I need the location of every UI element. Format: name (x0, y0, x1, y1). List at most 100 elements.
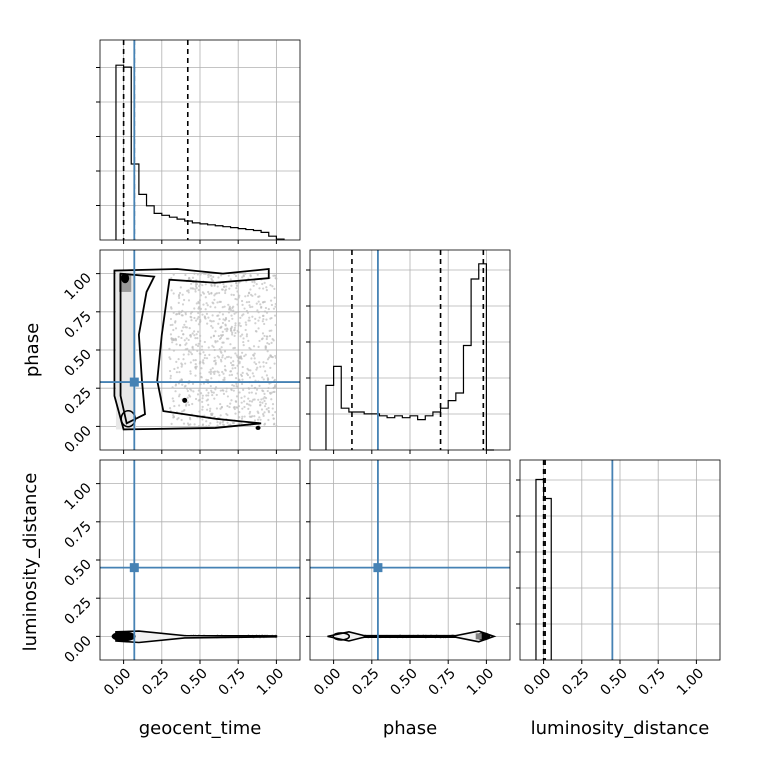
scatter-point (213, 348, 216, 352)
scatter-point (258, 287, 261, 290)
scatter-point (199, 294, 203, 297)
scatter-point (244, 353, 247, 356)
scatter-point (172, 328, 175, 332)
scatter-point (249, 415, 253, 418)
scatter-point (244, 328, 247, 332)
scatter-point (207, 290, 210, 294)
scatter-point (185, 403, 188, 406)
ytick-label-luminosity_distance-0: 0.00 (61, 633, 94, 666)
scatter-point (229, 308, 233, 312)
scatter-point (241, 351, 244, 354)
scatter-point (182, 422, 186, 425)
scatter-point (211, 393, 214, 397)
scatter-point (230, 293, 233, 296)
scatter-point (231, 333, 234, 336)
scatter-point (187, 350, 191, 353)
contour-outer (327, 630, 497, 643)
scatter-point (191, 345, 194, 348)
scatter-point (171, 341, 174, 344)
scatter-point (207, 391, 210, 394)
scatter-point (192, 359, 195, 362)
scatter-point (254, 392, 258, 395)
scatter-point (271, 407, 274, 410)
scatter-point (229, 343, 232, 346)
scatter-point (271, 403, 275, 406)
scatter-point (201, 405, 204, 408)
scatter-point (258, 361, 261, 364)
scatter-point (263, 392, 266, 395)
scatter-point (228, 305, 231, 308)
scatter-point (189, 361, 192, 364)
scatter-point (248, 412, 251, 415)
scatter-point (189, 287, 192, 290)
scatter-point (261, 376, 264, 379)
scatter-point (250, 391, 253, 394)
scatter-point (257, 319, 260, 322)
scatter-point (249, 404, 252, 407)
scatter-point (202, 303, 205, 306)
scatter-point (268, 382, 271, 385)
scatter-point (241, 276, 244, 279)
scatter-point (231, 367, 234, 370)
scatter-point (275, 277, 278, 280)
scatter-point (169, 377, 172, 380)
scatter-point (237, 405, 241, 408)
scatter-point (218, 318, 221, 321)
scatter-point (174, 327, 178, 330)
scatter-point (180, 365, 183, 368)
scatter-point (220, 346, 223, 349)
scatter-point (192, 390, 195, 393)
scatter-point (272, 417, 275, 420)
scatter-point (195, 333, 198, 336)
scatter-point (210, 291, 213, 295)
scatter-point (224, 369, 227, 372)
scatter-point (218, 300, 221, 303)
scatter-point (236, 290, 239, 293)
scatter-point (177, 395, 181, 398)
scatter-point (275, 424, 278, 427)
scatter-point (226, 404, 229, 408)
scatter-point (212, 391, 215, 394)
scatter-point (199, 307, 203, 310)
scatter-point (213, 372, 216, 375)
scatter-point (224, 316, 228, 320)
scatter-point (247, 339, 250, 343)
scatter-point (225, 329, 228, 333)
xtick-label-geocent_time-3: 0.75 (216, 666, 249, 699)
scatter-point (211, 279, 214, 282)
scatter-point (263, 281, 266, 285)
scatter-point (266, 378, 270, 382)
panel-phase-geocent_time: 0.00 0.25 0.50 0.75 1.00 (61, 249, 301, 456)
scatter-point (271, 356, 274, 359)
scatter-point (212, 275, 215, 278)
scatter-point (187, 291, 190, 294)
scatter-point (226, 395, 229, 398)
scatter-point (223, 350, 227, 353)
contour-outer (115, 630, 278, 644)
scatter-point (210, 391, 214, 394)
scatter-point (205, 312, 209, 315)
scatter-point (214, 388, 217, 391)
scatter-point (247, 369, 250, 372)
scatter-point (237, 296, 240, 299)
scatter-point (199, 318, 202, 321)
scatter-point (195, 343, 198, 346)
scatter-point (186, 401, 190, 404)
scatter-point (218, 347, 221, 351)
scatter-point (239, 324, 242, 328)
scatter-point (264, 370, 267, 373)
scatter-point (199, 310, 202, 313)
scatter-point (236, 372, 239, 375)
scatter-point (189, 387, 192, 391)
scatter-point (222, 392, 226, 395)
scatter-point (240, 382, 244, 386)
scatter-point (190, 310, 194, 314)
scatter-point (219, 336, 223, 340)
scatter-point (263, 396, 266, 399)
scatter-point (266, 350, 269, 353)
scatter-point (216, 285, 219, 288)
scatter-point (232, 406, 236, 409)
scatter-point (273, 314, 277, 317)
truth-marker (129, 377, 139, 387)
scatter-point (262, 317, 265, 321)
